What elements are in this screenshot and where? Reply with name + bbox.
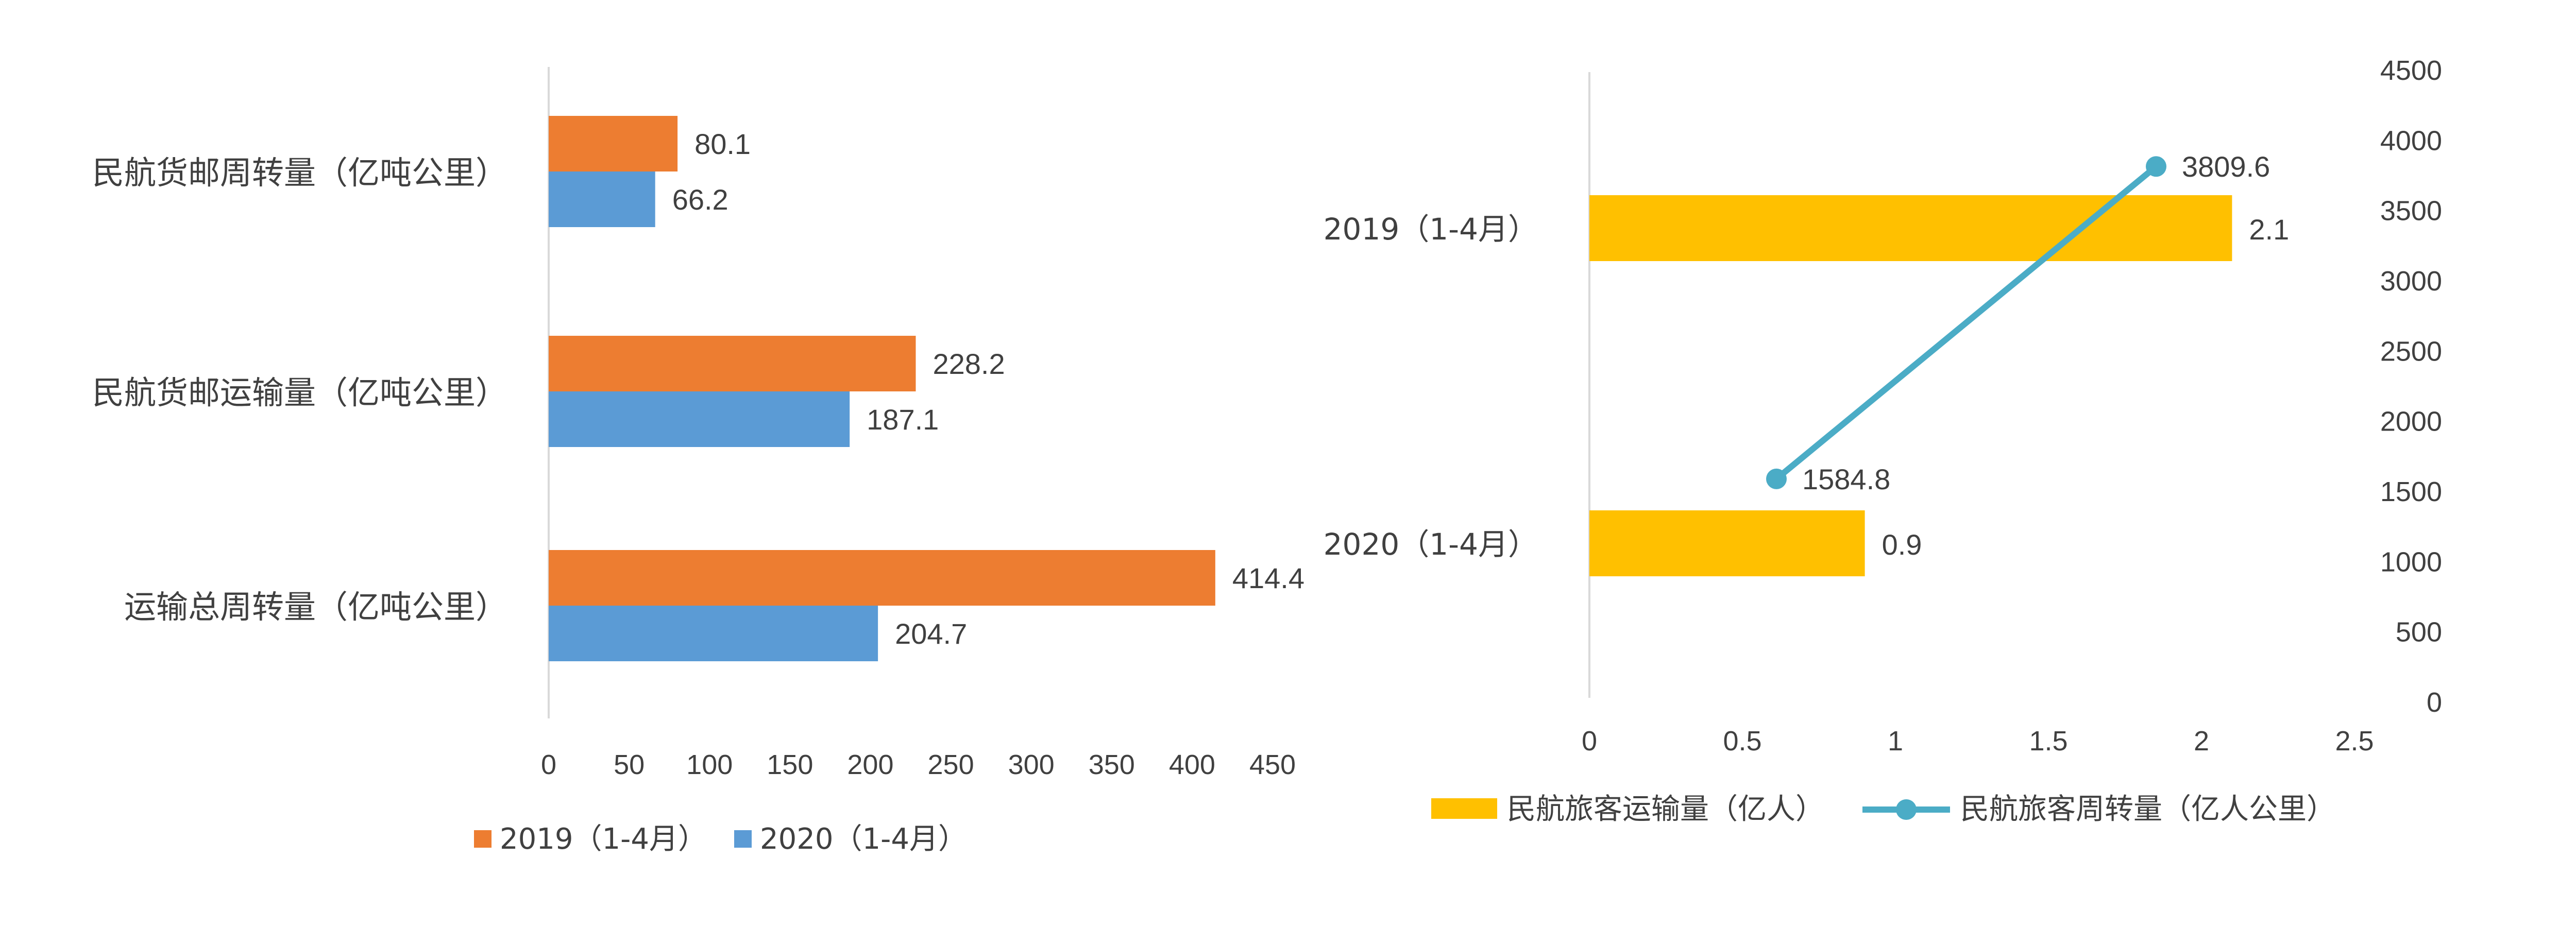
right-bar-data-label: 2.1 <box>2249 213 2289 246</box>
left-category-label: 民航货邮运输量（亿吨公里） <box>92 374 507 411</box>
left-x-tick-label: 50 <box>614 749 645 780</box>
left-x-tick-label: 350 <box>1089 749 1135 780</box>
left-data-label: 204.7 <box>895 617 967 650</box>
left-data-label: 66.2 <box>672 183 728 216</box>
right-y2-tick-label: 3000 <box>2380 266 2442 297</box>
left-x-tick-label: 150 <box>767 749 813 780</box>
right-category-label: 2019（1-4月） <box>1324 212 1538 247</box>
left-data-label: 80.1 <box>694 128 751 160</box>
right-x-tick-label: 2 <box>2194 726 2209 757</box>
right-line-point <box>1766 468 1787 489</box>
right-y2-tick-label: 0 <box>2427 687 2442 718</box>
left-x-tick-label: 400 <box>1169 749 1215 780</box>
right-y2-tick-label: 1500 <box>2380 476 2442 507</box>
left-legend-label-2020: 2020（1-4月） <box>760 822 967 856</box>
left-bar-2019 <box>549 550 1215 606</box>
right-legend-label-line: 民航旅客周转量（亿人公里） <box>1960 793 2335 826</box>
left-legend-swatch-2020 <box>734 830 752 848</box>
right-bar-passenger-volume <box>1589 510 1865 576</box>
right-legend-label-bars: 民航旅客运输量（亿人） <box>1507 793 1824 826</box>
left-category-label: 民航货邮周转量（亿吨公里） <box>92 154 507 192</box>
right-line-passenger-turnover <box>1774 164 2158 482</box>
right-x-tick-label: 1.5 <box>2029 726 2067 757</box>
right-legend-marker-line <box>1896 799 1917 820</box>
right-bar-passenger-volume <box>1589 195 2232 261</box>
right-y2-tick-label: 3500 <box>2380 196 2442 227</box>
right-x-tick-label: 2.5 <box>2335 726 2374 757</box>
right-y2-tick-label: 2000 <box>2380 406 2442 437</box>
right-x-tick-label: 0 <box>1582 726 1597 757</box>
left-bar-2020 <box>549 606 878 661</box>
left-x-tick-label: 250 <box>928 749 974 780</box>
right-y2-tick-label: 1000 <box>2380 546 2442 577</box>
right-line-point <box>2146 156 2166 177</box>
left-category-label: 运输总周转量（亿吨公里） <box>124 588 507 626</box>
left-legend-swatch-2019 <box>474 830 492 848</box>
left-x-tick-label: 0 <box>541 749 556 780</box>
right-y2-tick-label: 4500 <box>2380 55 2442 86</box>
right-y2-tick-label: 4000 <box>2380 125 2442 156</box>
right-y2-tick-label: 500 <box>2396 617 2442 648</box>
left-bar-2020 <box>549 171 655 227</box>
left-data-label: 414.4 <box>1232 562 1304 594</box>
left-data-label: 228.2 <box>933 348 1005 380</box>
right-x-tick-label: 0.5 <box>1723 726 1761 757</box>
right-line-data-label: 3809.6 <box>2182 150 2270 183</box>
right-x-tick-label: 1 <box>1888 726 1903 757</box>
right-y2-tick-label: 2500 <box>2380 336 2442 367</box>
left-legend-label-2019: 2019（1-4月） <box>500 822 707 856</box>
right-bar-data-label: 0.9 <box>1882 528 1922 561</box>
right-legend-swatch-bars <box>1431 798 1497 819</box>
left-x-tick-label: 200 <box>847 749 893 780</box>
left-bar-2019 <box>549 336 916 391</box>
left-bar-2019 <box>549 116 678 171</box>
right-line-data-label: 1584.8 <box>1802 463 1890 495</box>
right-category-label: 2020（1-4月） <box>1324 527 1538 562</box>
left-data-label: 187.1 <box>867 403 939 436</box>
left-x-tick-label: 100 <box>686 749 733 780</box>
left-x-tick-label: 300 <box>1008 749 1055 780</box>
left-bar-2020 <box>549 391 850 447</box>
left-x-tick-label: 450 <box>1249 749 1296 780</box>
